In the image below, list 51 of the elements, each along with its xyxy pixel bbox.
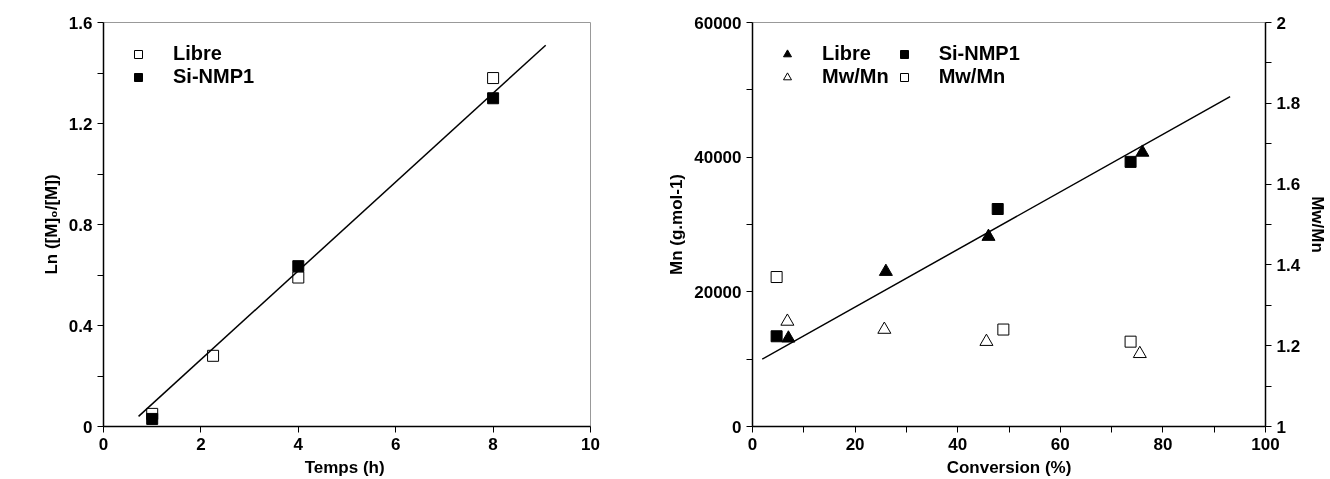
y-tick-label: 40000 — [694, 148, 742, 168]
y-axis-title: Mn (g.mol-1) — [667, 173, 687, 276]
point — [1124, 155, 1137, 168]
y2-tick-label: 1.2 — [1276, 336, 1301, 356]
y-tick-label: 20000 — [694, 282, 742, 302]
point — [991, 203, 1004, 216]
y2-tick-label: 1.4 — [1276, 255, 1301, 275]
x-axis-title: Temps (h) — [304, 457, 385, 477]
point — [292, 271, 305, 284]
point — [487, 92, 500, 105]
point — [981, 228, 996, 241]
x-axis-title: Conversion (%) — [946, 457, 1072, 477]
legend-label: Mw/Mn — [822, 65, 889, 88]
point — [1135, 144, 1150, 157]
point — [878, 263, 893, 276]
x-tick-label: 20 — [845, 434, 865, 454]
x-tick-label: 60 — [1050, 434, 1070, 454]
x-tick-label: 2 — [196, 434, 206, 454]
y-tick-label: 0 — [83, 417, 93, 437]
y2-tick-label: 1 — [1276, 417, 1286, 437]
y2-tick-label: 1.8 — [1276, 94, 1301, 114]
y-tick-label: 1.6 — [68, 13, 93, 33]
y2-axis-title: Mw/Mn — [1308, 196, 1328, 253]
point — [207, 349, 220, 362]
legend-label: Libre — [173, 42, 222, 65]
legend-label: Mw/Mn — [938, 65, 1006, 88]
point — [146, 412, 159, 425]
x-tick-label: 80 — [1153, 434, 1173, 454]
y-tick-label: 0.8 — [68, 215, 93, 235]
y-tick-label: 60000 — [694, 13, 742, 33]
x-tick-label: 0 — [98, 434, 109, 454]
legend-label: Libre — [822, 42, 871, 65]
x-tick-label: 100 — [1251, 434, 1280, 454]
x-tick-label: 0 — [747, 434, 758, 454]
legend-label: Si-NMP1 — [938, 42, 1020, 65]
y2-tick-label: 1.6 — [1276, 175, 1301, 195]
y-axis-title: Ln ([M]₀/[M]) — [41, 174, 61, 275]
y-tick-label: 0.4 — [68, 316, 94, 336]
x-tick-label: 40 — [948, 434, 968, 454]
x-tick-label: 8 — [488, 434, 498, 454]
x-tick-label: 6 — [390, 434, 401, 454]
legend-label: Si-NMP1 — [173, 65, 255, 88]
y-tick-label: 1.2 — [68, 114, 93, 134]
x-tick-label: 4 — [293, 434, 304, 454]
point — [770, 330, 783, 343]
x-tick-label: 10 — [581, 434, 600, 454]
y2-tick-label: 2 — [1276, 13, 1286, 33]
point — [292, 260, 305, 273]
y-tick-label: 0 — [732, 417, 742, 437]
point — [487, 72, 500, 85]
point — [781, 330, 796, 343]
